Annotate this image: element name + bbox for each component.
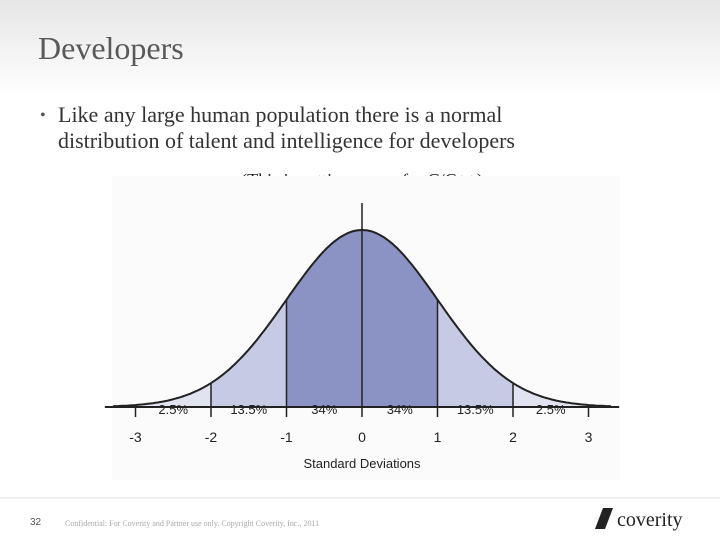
region-label: 34% <box>387 402 413 417</box>
region <box>513 383 589 407</box>
region-label: 13.5% <box>457 402 494 417</box>
region-label: 13.5% <box>230 402 267 417</box>
footer-text: Confidential: For Coverity and Partner u… <box>65 519 319 528</box>
slide-title: Developers <box>38 30 184 66</box>
x-axis-label: Standard Deviations <box>303 456 421 471</box>
x-tick-label: 0 <box>358 429 366 445</box>
bullet-line: distribution of talent and intelligence … <box>58 128 515 153</box>
x-tick-label: 1 <box>434 429 442 445</box>
bullet-dot: • <box>40 107 46 124</box>
chart: 2.5% 13.5% 34% 34% 13.5% 2.5% -3 -2 -1 0 1 2 3 Standa… <box>104 203 620 471</box>
x-tick-label: -1 <box>280 429 293 445</box>
region <box>135 383 211 407</box>
page-number: 32 <box>30 517 42 528</box>
region-label: 2.5% <box>158 402 188 417</box>
logo-text: coverity <box>617 509 683 531</box>
logo-mark <box>595 508 613 529</box>
x-tick-label: -2 <box>205 429 218 445</box>
x-tick-label: 2 <box>509 429 517 445</box>
x-tick-label: -3 <box>129 429 142 445</box>
region-label: 34% <box>311 402 337 417</box>
bullet-line: Like any large human population there is… <box>58 102 502 127</box>
region-label: 2.5% <box>536 402 566 417</box>
x-tick-label: 3 <box>585 429 593 445</box>
